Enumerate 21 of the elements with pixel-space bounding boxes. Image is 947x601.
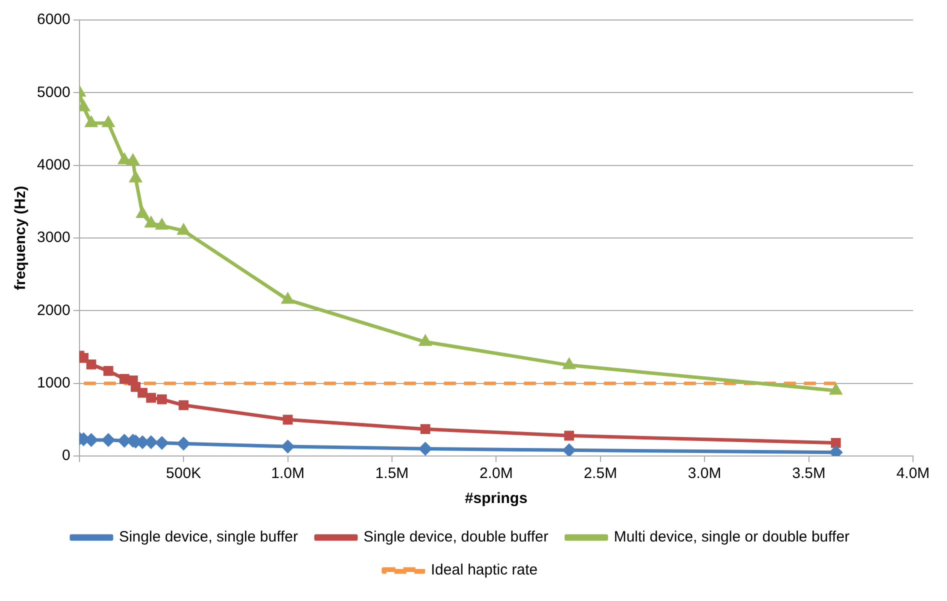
- y-tick-label: 6000: [36, 11, 70, 28]
- x-tick-label: 3.0M: [688, 465, 722, 482]
- y-tick-label: 1000: [36, 374, 70, 392]
- x-tick-label: 2.0M: [480, 465, 513, 482]
- legend-label: Multi device, single or double buffer: [614, 528, 850, 546]
- x-tick-label: 2.5M: [584, 465, 618, 482]
- y-tick-label: 0: [62, 447, 70, 464]
- x-tick-label: 3.5M: [792, 465, 826, 482]
- x-tick-label: 1.5M: [375, 465, 409, 482]
- x-tick-label: 1.0M: [271, 465, 304, 482]
- y-axis-title: frequency (Hz): [12, 186, 30, 290]
- legend-label: Single device, double buffer: [363, 528, 548, 546]
- legend-label: Single device, single buffer: [118, 528, 298, 546]
- y-tick-label: 4000: [36, 156, 70, 174]
- x-tick-label: 4.0M: [896, 465, 930, 482]
- x-tick-label: 500K: [166, 465, 202, 482]
- legend-label: Ideal haptic rate: [430, 562, 538, 579]
- y-tick-label: 3000: [36, 229, 70, 246]
- x-axis-title: #springs: [464, 490, 528, 508]
- y-tick-label: 5000: [36, 84, 70, 101]
- y-tick-label: 2000: [36, 302, 70, 319]
